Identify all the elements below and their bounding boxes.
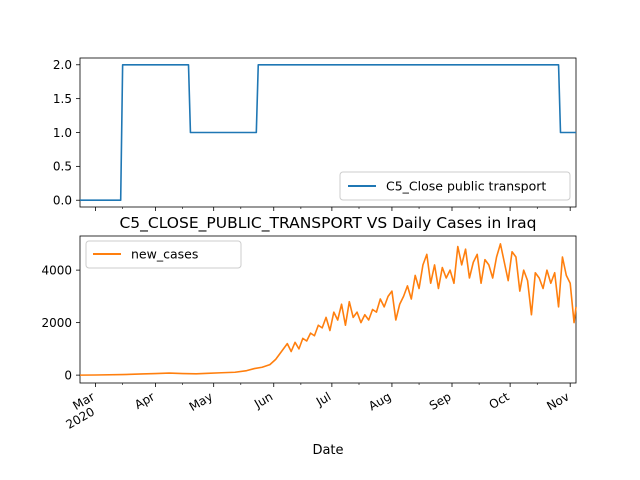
top-series-lines	[80, 63, 576, 202]
bottom-x-tick-label: Jul	[313, 389, 333, 409]
bottom-legend: new_cases	[85, 240, 242, 269]
top-subplot: 0.0 0.5 1.0 1.5 2.0 C5_Close public transpor…	[53, 57, 577, 211]
top-series-line	[80, 63, 576, 202]
bottom-y-tick-label: 2000	[41, 316, 72, 330]
top-legend-label: C5_Close public transport	[386, 179, 546, 194]
chart-title: C5_CLOSE_PUBLIC_TRANSPORT VS Daily Cases…	[119, 214, 536, 233]
top-y-tick-label: 2.0	[53, 58, 72, 72]
top-legend-box	[339, 171, 571, 201]
top-y-tick-label: 0.0	[53, 194, 72, 208]
top-y-axis: 0.0 0.5 1.0 1.5 2.0	[53, 58, 80, 208]
bottom-series-line	[79, 243, 577, 376]
top-legend: C5_Close public transport	[339, 171, 571, 201]
top-y-tick-label: 0.5	[53, 160, 72, 174]
top-y-tick-label: 1.0	[53, 126, 72, 140]
bottom-legend-box	[85, 240, 242, 269]
x-axis-label: Date	[312, 443, 343, 458]
top-y-tick-label: 1.5	[53, 92, 72, 106]
bottom-y-tick-label: 0	[64, 368, 72, 382]
bottom-y-axis: 0 2000 4000	[41, 263, 80, 382]
top-x-axis	[95, 207, 571, 211]
bottom-legend-label: new_cases	[131, 247, 198, 262]
bottom-y-tick-label: 4000	[41, 263, 72, 277]
bottom-series-lines	[79, 243, 577, 376]
